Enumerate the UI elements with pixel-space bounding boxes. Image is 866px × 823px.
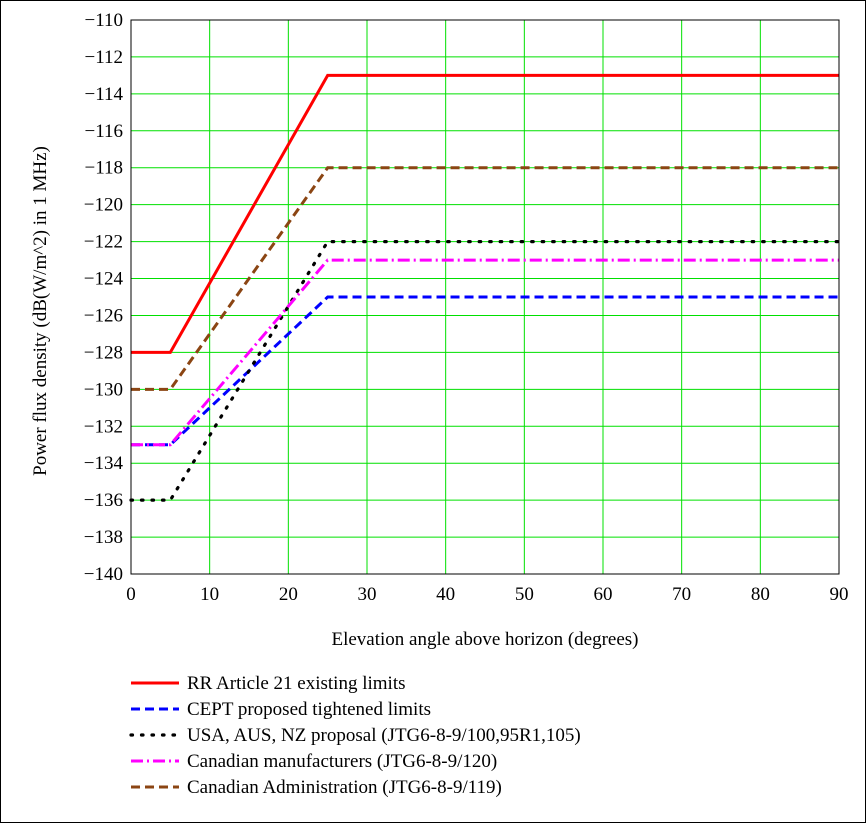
y-tick-label: −140 bbox=[84, 564, 123, 585]
y-tick-labels: −110 −112 −114 −116 −118 −120 −122 −124 −126 −128… bbox=[84, 10, 124, 585]
x-tick-label: 70 bbox=[672, 584, 691, 605]
y-tick-label: −116 bbox=[84, 121, 123, 142]
x-tick-label: 0 bbox=[126, 584, 136, 605]
legend-label-4: Canadian manufacturers (JTG6-8-9/120) bbox=[187, 751, 497, 772]
x-tick-label: 30 bbox=[358, 584, 377, 605]
x-tick-label: 90 bbox=[830, 584, 849, 605]
y-tick-label: −134 bbox=[84, 453, 124, 474]
x-tick-label: 50 bbox=[515, 584, 534, 605]
y-tick-label: −114 bbox=[84, 84, 123, 105]
x-tick-label: 10 bbox=[200, 584, 219, 605]
x-tick-label: 40 bbox=[436, 584, 455, 605]
x-axis-label: Elevation angle above horizon (degrees) bbox=[331, 629, 638, 650]
y-tick-label: −124 bbox=[84, 269, 124, 290]
series-lines bbox=[129, 73, 841, 502]
legend-label-5: Canadian Administration (JTG6-8-9/119) bbox=[187, 777, 502, 798]
x-tick-label: 20 bbox=[279, 584, 298, 605]
series-line-2 bbox=[131, 295, 839, 447]
plot-border bbox=[130, 19, 840, 575]
y-tick-label: −118 bbox=[84, 158, 123, 179]
y-axis-label: Power flux density (dB(W/m^2) in 1 MHz) bbox=[30, 146, 51, 476]
y-tick-label: −132 bbox=[84, 416, 123, 437]
y-tick-label: −112 bbox=[84, 47, 123, 68]
legend: RR Article 21 existing limits CEPT propos… bbox=[129, 673, 581, 798]
series-line-1 bbox=[131, 73, 839, 354]
legend-label-3: USA, AUS, NZ proposal (JTG6-8-9/100,95R1… bbox=[187, 725, 581, 746]
y-tick-label: −136 bbox=[84, 490, 123, 511]
x-tick-labels: 0 10 20 30 40 50 60 70 80 90 bbox=[126, 584, 848, 605]
y-tick-label: −130 bbox=[84, 379, 123, 400]
y-tick-label: −128 bbox=[84, 342, 123, 363]
series-line-5 bbox=[131, 166, 839, 391]
x-tick-label: 60 bbox=[594, 584, 613, 605]
y-tick-label: −120 bbox=[84, 195, 123, 216]
x-tick-label: 80 bbox=[751, 584, 770, 605]
y-tick-label: −110 bbox=[84, 10, 123, 31]
y-tick-label: −138 bbox=[84, 527, 123, 548]
legend-label-1: RR Article 21 existing limits bbox=[187, 673, 406, 694]
y-tick-label: −122 bbox=[84, 232, 123, 253]
legend-label-2: CEPT proposed tightened limits bbox=[187, 699, 431, 720]
series-line-3 bbox=[129, 240, 841, 502]
series-line-4 bbox=[131, 258, 839, 447]
y-tick-label: −126 bbox=[84, 305, 123, 326]
grid bbox=[130, 19, 840, 575]
